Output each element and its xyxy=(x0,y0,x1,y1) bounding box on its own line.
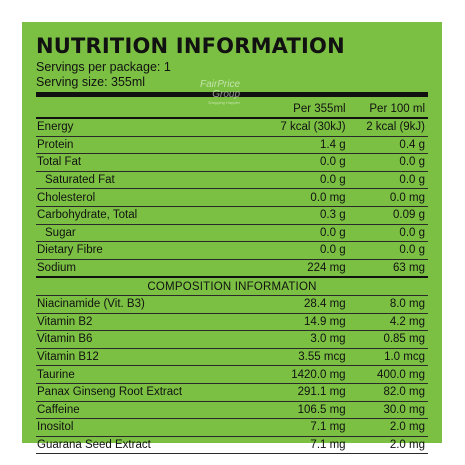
composition-header-row: COMPOSITION INFORMATION xyxy=(36,277,428,296)
thick-divider xyxy=(36,92,428,97)
nutrient-name: Panax Ginseng Root Extract xyxy=(37,386,183,399)
servings-per-package: Servings per package: 1 xyxy=(36,60,171,74)
nutrient-name: Protein xyxy=(37,138,74,151)
per-serving-value: 0.0 g xyxy=(320,226,346,239)
composition-row: Vitamin B12 3.55 mcg 1.0 mcg xyxy=(36,348,428,366)
per-serving-value: 7 kcal (30kJ) xyxy=(280,121,346,134)
per-serving-value: 224 mg xyxy=(307,262,346,275)
per-serving-value: 14.9 mg xyxy=(304,315,346,328)
composition-row: Vitamin B6 3.0 mg 0.85 mg xyxy=(36,331,428,349)
nutrition-row: Cholesterol 0.0 mg 0.0 mg xyxy=(36,189,428,207)
nutrition-title: NUTRITION INFORMATION xyxy=(36,34,345,58)
per-serving-value: 7.1 mg xyxy=(310,438,346,451)
nutrient-name: Guarana Seed Extract xyxy=(37,438,151,451)
per-100-value: 400.0 mg xyxy=(377,368,425,381)
nutrition-panel: NUTRITION INFORMATION Servings per packa… xyxy=(22,22,442,454)
nutrition-row: Dietary Fibre 0.0 g 0.0 g xyxy=(36,242,428,260)
per-serving-value: 7.1 mg xyxy=(310,421,346,434)
per-100-value: 0.0 g xyxy=(399,174,425,187)
nutrient-name: Vitamin B2 xyxy=(37,315,93,328)
nutrient-name: Total Fat xyxy=(37,156,82,169)
per-100-value: 2.0 mg xyxy=(389,421,425,434)
nutrition-table: Per 355ml Per 100 ml Energy 7 kcal (30kJ)… xyxy=(36,100,428,454)
per-serving-value: 3.0 mg xyxy=(310,333,346,346)
nutrition-row: Energy 7 kcal (30kJ) 2 kcal (9kJ) xyxy=(36,118,428,137)
nutrition-row: Saturated Fat 0.0 g 0.0 g xyxy=(36,171,428,189)
nutrient-name: Cholesterol xyxy=(37,191,96,204)
nutrient-name: Taurine xyxy=(37,368,75,381)
per-serving-value: 1420.0 mg xyxy=(291,368,346,381)
nutrient-name: Carbohydrate, Total xyxy=(37,209,138,222)
composition-row: Niacinamide (Vit. B3) 28.4 mg 8.0 mg xyxy=(36,295,428,314)
per-100-value: 0.85 mg xyxy=(383,333,425,346)
nutrition-row: Sodium 224 mg 63 mg xyxy=(36,259,428,278)
nutrient-name: Dietary Fibre xyxy=(37,244,103,257)
per-serving-value: 0.0 mg xyxy=(310,191,346,204)
per-100-value: 63 mg xyxy=(393,262,425,275)
header-nutrient xyxy=(36,100,271,118)
per-100-value: 8.0 mg xyxy=(389,298,425,311)
nutrition-row: Sugar 0.0 g 0.0 g xyxy=(36,224,428,242)
composition-row: Inositol 7.1 mg 2.0 mg xyxy=(36,419,428,437)
header-per-serving: Per 355ml xyxy=(293,102,346,115)
per-serving-value: 0.0 g xyxy=(320,156,346,169)
per-100-value: 0.4 g xyxy=(399,138,425,151)
nutrient-name: Vitamin B6 xyxy=(37,333,93,346)
per-serving-value: 291.1 mg xyxy=(297,386,346,399)
per-serving-value: 0.0 g xyxy=(320,244,346,257)
per-100-value: 0.0 g xyxy=(399,244,425,257)
per-100-value: 30.0 mg xyxy=(383,403,425,416)
header-per-100: Per 100 ml xyxy=(369,102,425,115)
nutrient-name: Inositol xyxy=(37,421,74,434)
nutrition-rows: Energy 7 kcal (30kJ) 2 kcal (9kJ) Protein 1.… xyxy=(36,118,428,278)
per-100-value: 82.0 mg xyxy=(383,386,425,399)
per-100-value: 1.0 mcg xyxy=(384,351,425,364)
per-serving-value: 0.3 g xyxy=(320,209,346,222)
composition-row: Caffeine 106.5 mg 30.0 mg xyxy=(36,401,428,419)
nutrition-row: Carbohydrate, Total 0.3 g 0.09 g xyxy=(36,206,428,225)
composition-rows: COMPOSITION INFORMATION Niacinamide (Vit… xyxy=(36,277,428,454)
composition-row: Taurine 1420.0 mg 400.0 mg xyxy=(36,366,428,384)
per-100-value: 0.09 g xyxy=(393,209,425,222)
per-100-value: 0.0 g xyxy=(399,156,425,169)
fairprice-watermark: FairPrice Group Shopping Happier xyxy=(200,79,241,106)
per-100-value: 0.0 mg xyxy=(389,191,425,204)
composition-title: COMPOSITION INFORMATION xyxy=(147,280,317,293)
composition-row: Guarana Seed Extract 7.1 mg 2.0 mg xyxy=(36,436,428,454)
per-serving-value: 3.55 mcg xyxy=(298,351,346,364)
nutrient-name: Sodium xyxy=(37,262,76,275)
table-header-row: Per 355ml Per 100 ml xyxy=(36,100,428,118)
nutrition-row: Total Fat 0.0 g 0.0 g xyxy=(36,154,428,172)
nutrition-row: Protein 1.4 g 0.4 g xyxy=(36,136,428,154)
per-100-value: 0.0 g xyxy=(399,226,425,239)
nutrient-name: Caffeine xyxy=(37,403,80,416)
nutrient-name: Energy xyxy=(37,121,74,134)
per-serving-value: 28.4 mg xyxy=(304,298,346,311)
nutrient-name: Saturated Fat xyxy=(45,174,115,187)
per-100-value: 2.0 mg xyxy=(389,438,425,451)
serving-size: Serving size: 355ml xyxy=(36,75,146,89)
per-serving-value: 0.0 g xyxy=(320,174,346,187)
per-serving-value: 106.5 mg xyxy=(297,403,346,416)
per-serving-value: 1.4 g xyxy=(320,138,346,151)
nutrient-name: Niacinamide (Vit. B3) xyxy=(37,298,145,311)
composition-row: Vitamin B2 14.9 mg 4.2 mg xyxy=(36,313,428,331)
nutrient-name: Vitamin B12 xyxy=(37,351,99,364)
per-100-value: 4.2 mg xyxy=(389,315,425,328)
composition-row: Panax Ginseng Root Extract 291.1 mg 82.0 m… xyxy=(36,383,428,401)
nutrient-name: Sugar xyxy=(45,226,76,239)
per-100-value: 2 kcal (9kJ) xyxy=(366,121,425,134)
